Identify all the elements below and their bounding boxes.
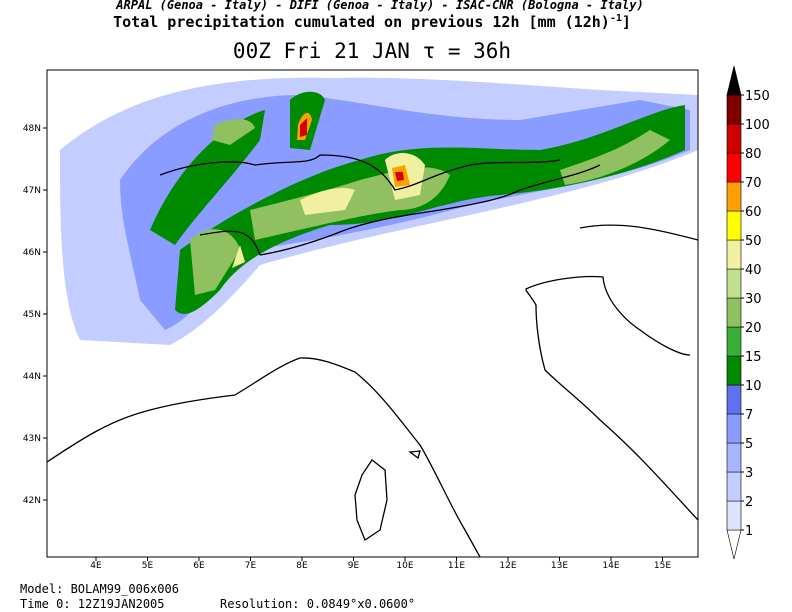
lat-label: 44N [23, 372, 41, 382]
lon-label: 11E [448, 561, 465, 571]
colorbar-label: 80 [745, 147, 762, 162]
colorbar-label: 40 [745, 263, 762, 278]
colorbar-bin [726, 181, 742, 212]
colorbar-bin [726, 297, 742, 328]
lat-label: 42N [23, 496, 41, 506]
colorbar-label: 15 [745, 350, 762, 365]
lat-label: 46N [23, 248, 41, 258]
lon-label: 15E [654, 561, 671, 571]
lat-label: 47N [23, 186, 41, 196]
colorbar-bin [726, 500, 742, 531]
colorbar-bin [726, 210, 742, 241]
precipitation [60, 77, 698, 345]
colorbar-label: 10 [745, 379, 762, 394]
map [46, 69, 699, 558]
lon-label: 4E [90, 561, 102, 571]
lon-label: 10E [396, 561, 413, 571]
colorbar-bin [726, 384, 742, 415]
lon-label: 9E [348, 561, 360, 571]
colorbar-label: 30 [745, 292, 762, 307]
colorbar-bin [726, 239, 742, 270]
colorbar-label: 20 [745, 321, 762, 336]
colorbar-bin [726, 529, 742, 560]
lon-label: 5E [142, 561, 154, 571]
credits: ARPAL (Genoa - Italy) - DIFI (Genoa - It… [115, 0, 643, 12]
colorbar-label: 60 [745, 205, 762, 220]
colorbar-bin [726, 442, 742, 473]
map-axes: 4E 5E 6E 7E 8E 9E 10E 11E 12E 13E 14E 15E 48N 47N 46N 4… [23, 124, 672, 571]
colorbar-bin [726, 326, 742, 357]
lon-label: 14E [602, 561, 619, 571]
title-sup: -1 [610, 13, 622, 24]
lat-label: 43N [23, 434, 41, 444]
colorbar-bin [726, 471, 742, 502]
colorbar-label: 50 [745, 234, 762, 249]
title: Total precipitation cumulated on previou… [113, 13, 631, 31]
lon-label: 8E [296, 561, 308, 571]
colorbar-label: 1 [745, 524, 753, 539]
colorbar-bin [726, 268, 742, 299]
colorbar-bin [726, 94, 742, 125]
lat-label: 48N [23, 124, 41, 134]
time: Time 0: 12Z19JAN2005 [20, 597, 165, 611]
colorbar-label: 2 [745, 495, 753, 510]
colorbar-bin [726, 123, 742, 154]
colorbar: 1 2 3 5 7 10 15 20 30 40 50 60 70 80 100 150 [726, 65, 770, 560]
colorbar-label: 3 [745, 466, 753, 481]
colorbar-bin [726, 152, 742, 183]
resolution: Resolution: 0.0849°x0.0600° [220, 597, 415, 611]
subtitle: 00Z Fri 21 JAN τ = 36h [233, 39, 511, 63]
title-main: Total precipitation cumulated on previou… [113, 13, 610, 31]
colorbar-bin [726, 65, 742, 96]
colorbar-label: 100 [745, 118, 770, 133]
colorbar-label: 7 [745, 408, 753, 423]
colorbar-label: 150 [745, 89, 770, 104]
colorbar-label: 5 [745, 437, 753, 452]
colorbar-bin [726, 413, 742, 444]
lon-label: 7E [245, 561, 257, 571]
lon-label: 6E [193, 561, 205, 571]
lon-label: 13E [551, 561, 568, 571]
model: Model: BOLAM99_006x006 [20, 582, 179, 596]
lat-label: 45N [23, 310, 41, 320]
title-end: ] [622, 13, 631, 31]
lon-label: 12E [499, 561, 516, 571]
colorbar-bin [726, 355, 742, 386]
colorbar-label: 70 [745, 176, 762, 191]
coastlines [46, 154, 699, 558]
